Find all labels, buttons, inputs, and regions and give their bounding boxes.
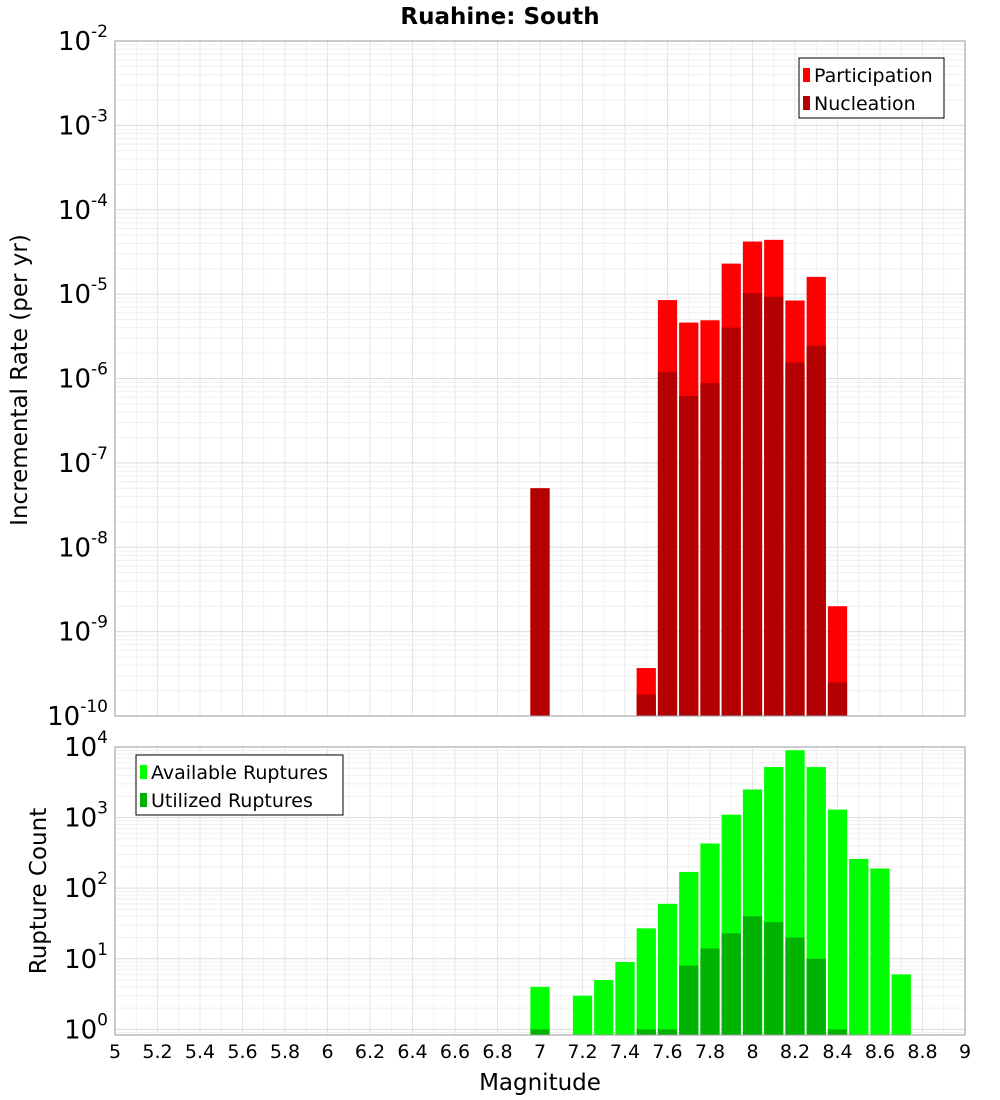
x-tick-label: 6.4 (397, 1041, 427, 1063)
nucleation-bar (764, 296, 784, 716)
utilized-ruptures-bar (721, 933, 741, 1035)
x-tick-label: 5.6 (227, 1041, 257, 1063)
available-ruptures-bar (530, 986, 550, 1035)
x-tick-label: 8 (746, 1041, 758, 1063)
available-ruptures-bar (636, 928, 656, 1035)
nucleation-bar (530, 488, 550, 716)
legend-label: Utilized Ruptures (151, 790, 313, 812)
y-tick-label: 10-2 (58, 22, 108, 57)
x-tick-label: 6.2 (355, 1041, 385, 1063)
y-tick-label: 10-5 (58, 275, 108, 310)
x-tick-label: 6 (321, 1041, 333, 1063)
available-ruptures-bar (827, 809, 848, 1035)
x-tick-label: 7.8 (695, 1041, 725, 1063)
x-tick-label: 7.2 (567, 1041, 597, 1063)
nucleation-bar (721, 327, 741, 716)
nucleation-bar (679, 396, 699, 716)
y-tick-label: 10-7 (58, 444, 108, 479)
nucleation-bar (700, 383, 720, 716)
available-ruptures-bar (657, 903, 678, 1035)
y-tick-label: 10-10 (47, 697, 108, 732)
utilized-ruptures-bar (742, 916, 763, 1035)
chart-title: Ruahine: South (400, 4, 599, 30)
x-tick-label: 5.2 (142, 1041, 172, 1063)
available-ruptures-bar (615, 961, 635, 1035)
x-tick-label: 7 (534, 1041, 546, 1063)
legend-box (135, 754, 344, 816)
x-tick-label: 8.4 (822, 1041, 852, 1063)
utilized-ruptures-bar (827, 1029, 848, 1035)
y-tick-label: 102 (64, 869, 108, 904)
nucleation-bar (742, 293, 763, 716)
available-ruptures-bar (572, 995, 593, 1035)
available-ruptures-bar (870, 868, 890, 1035)
utilized-ruptures-bar (785, 937, 805, 1035)
utilized-ruptures-bar (700, 948, 720, 1035)
y-tick-label: 10-4 (58, 191, 108, 226)
utilized-ruptures-bar (806, 958, 826, 1035)
x-tick-label: 7.6 (652, 1041, 682, 1063)
utilized-ruptures-bar (636, 1029, 656, 1035)
utilized-ruptures-bar (679, 965, 699, 1035)
x-axis-label: Magnitude (479, 1070, 601, 1096)
legend-label: Available Ruptures (151, 762, 328, 784)
bars-layer (530, 239, 911, 1035)
legend-label: Participation (814, 65, 933, 87)
ticks-layer: 10-10 10-9 10-8 10-7 10-6 10-5 10-4 10-3 10-2 100… (47, 22, 971, 1063)
x-tick-label: 5.4 (185, 1041, 215, 1063)
y-tick-label: 10-3 (58, 106, 108, 141)
legend-box (798, 57, 945, 119)
x-tick-label: 8.2 (780, 1041, 810, 1063)
y-tick-label: 10-9 (58, 613, 108, 648)
x-tick-label: 6.8 (482, 1041, 512, 1063)
legend-swatch (803, 68, 810, 82)
legend-swatch (140, 765, 147, 779)
y-tick-label: 10-8 (58, 528, 108, 563)
nucleation-bar (806, 345, 826, 716)
y-tick-label: 100 (64, 1010, 108, 1045)
legend-label: Nucleation (814, 93, 916, 115)
nucleation-bar (785, 362, 805, 716)
utilized-ruptures-bar (530, 1029, 550, 1035)
legend-swatch (140, 793, 147, 807)
x-tick-label: 9 (959, 1041, 971, 1063)
bottom-legend: Available Ruptures Utilized Ruptures (135, 754, 344, 816)
x-tick-label: 5 (109, 1041, 121, 1063)
nucleation-bar (636, 694, 656, 716)
y-tick-label: 104 (64, 728, 108, 763)
top-y-axis-label: Incremental Rate (per yr) (7, 234, 33, 526)
plot-frame-top (114, 40, 966, 717)
available-ruptures-bar (849, 858, 869, 1035)
y-tick-label: 10-6 (58, 360, 108, 395)
y-tick-label: 101 (64, 940, 108, 975)
top-legend: Participation Nucleation (798, 57, 945, 119)
x-tick-label: 5.8 (270, 1041, 300, 1063)
utilized-ruptures-bar (764, 922, 784, 1035)
available-ruptures-bar (891, 974, 911, 1035)
available-ruptures-bar (594, 980, 614, 1035)
bottom-y-axis-label: Rupture Count (26, 808, 52, 974)
plot-frame-bottom (114, 746, 966, 1036)
frame-layer (114, 40, 966, 1036)
x-tick-label: 8.6 (865, 1041, 895, 1063)
x-tick-label: 6.6 (440, 1041, 470, 1063)
utilized-ruptures-bar (657, 1029, 678, 1035)
x-tick-label: 8.8 (907, 1041, 937, 1063)
legend-swatch (803, 96, 810, 110)
x-tick-label: 7.4 (610, 1041, 640, 1063)
y-tick-label: 103 (64, 799, 108, 834)
nucleation-bar (827, 682, 848, 716)
nucleation-bar (657, 371, 678, 716)
